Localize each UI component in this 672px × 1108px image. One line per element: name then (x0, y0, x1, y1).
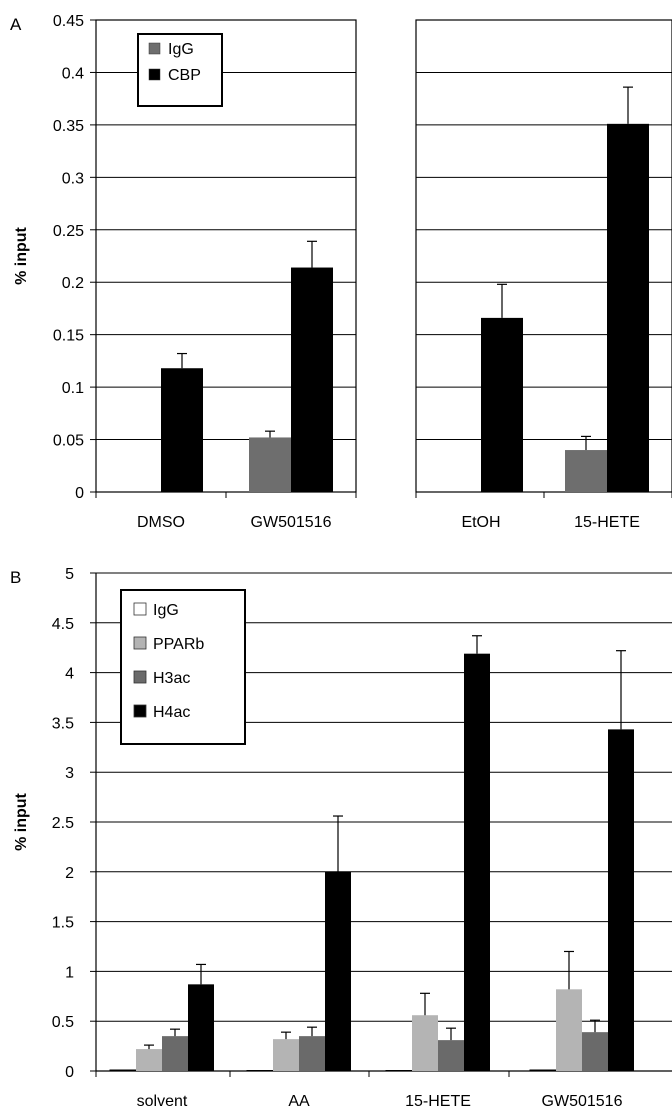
legend-box-b (120, 589, 246, 745)
x-tick-label-a: EtOH (461, 514, 500, 531)
panel-label-b: B (10, 568, 21, 587)
bar-h4ac-15-hete (464, 653, 490, 1071)
bar-h4ac-gw501516 (608, 729, 634, 1071)
y-tick-label-a: 0.3 (62, 170, 84, 187)
bar-igg-solvent (109, 1069, 137, 1072)
legend-a: IgG CBP (137, 33, 223, 107)
legend-swatch-h4ac (133, 704, 147, 718)
bar-pparb-solvent (136, 1049, 162, 1071)
y-tick-label-a: 0.35 (53, 118, 84, 135)
bar-igg-15-hete (565, 450, 607, 492)
bar-pparb-gw501516 (556, 989, 582, 1071)
y-tick-label-a: 0.2 (62, 275, 84, 292)
panel-b-chart: B 0 0.5 1 1.5 2 2.5 3 3.5 4 4.5 5 % input solvent AA 15… (10, 566, 672, 1108)
legend-swatch-h3ac (133, 670, 147, 684)
bar-cbp-gw501516 (291, 267, 333, 492)
x-tick-label-b: GW501516 (542, 1093, 623, 1108)
y-tick-label-b: 5 (65, 566, 74, 583)
y-tick-label-b: 1 (65, 964, 74, 981)
y-tick-label-b: 2.5 (52, 815, 74, 832)
y-tick-label-a: 0.15 (53, 328, 84, 345)
legend-label-h3ac: H3ac (153, 670, 190, 687)
bar-igg-gw501516 (529, 1069, 557, 1072)
x-tick-label-b: solvent (137, 1093, 188, 1108)
y-axis-label-b: % input (13, 792, 30, 850)
bar-pparb-15-hete (412, 1015, 438, 1071)
x-tick-label-b: AA (288, 1093, 310, 1108)
x-tick-label-a: 15-HETE (574, 514, 640, 531)
y-axis-label-a: % input (13, 226, 30, 284)
y-tick-label-a: 0.25 (53, 223, 84, 240)
legend-swatch-igg (133, 602, 147, 616)
y-tick-label-b: 0 (65, 1064, 74, 1081)
legend-label-igg: IgG (168, 41, 194, 58)
legend-swatch-cbp (148, 68, 161, 81)
legend-swatch-pparb (133, 636, 147, 650)
bar-pparb-aa (273, 1039, 299, 1071)
y-tick-label-a: 0.45 (53, 13, 84, 30)
bar-h3ac-15-hete (438, 1040, 464, 1071)
y-tick-label-b: 3 (65, 765, 74, 782)
y-tick-label-a: 0.05 (53, 433, 84, 450)
panel-a-chart: A 0 0.05 0.1 0.15 0.2 0.25 0.3 0.35 0.4 0.45 % inpu… (10, 13, 672, 531)
bar-h3ac-solvent (162, 1036, 188, 1071)
y-tick-label-b: 3.5 (52, 715, 74, 732)
bar-cbp-15-hete (607, 123, 649, 492)
legend-label-pparb: PPARb (153, 636, 204, 653)
panel-label-a: A (10, 15, 22, 34)
bar-h3ac-gw501516 (582, 1032, 608, 1071)
legend-label-cbp: CBP (168, 67, 201, 84)
bar-igg-gw501516 (249, 437, 291, 492)
legend-swatch-igg (148, 42, 161, 55)
bar-h4ac-solvent (188, 984, 214, 1071)
y-tick-label-b: 4 (65, 666, 74, 683)
legend-label-igg: IgG (153, 602, 179, 619)
y-tick-label-a: 0.4 (62, 65, 84, 82)
x-tick-label-a: DMSO (137, 514, 185, 531)
y-tick-label-a: 0 (75, 485, 84, 502)
y-tick-label-a: 0.1 (62, 380, 84, 397)
legend-b: IgG PPARb H3ac H4ac (120, 589, 246, 745)
bar-cbp-etoh (481, 317, 523, 492)
x-tick-label-a: GW501516 (251, 514, 332, 531)
y-tick-label-b: 0.5 (52, 1014, 74, 1031)
bar-cbp-dmso (161, 368, 203, 492)
y-tick-label-b: 4.5 (52, 616, 74, 633)
legend-label-h4ac: H4ac (153, 704, 190, 721)
y-tick-label-b: 2 (65, 865, 74, 882)
bar-h4ac-aa (325, 871, 351, 1071)
x-tick-label-b: 15-HETE (405, 1093, 471, 1108)
y-tick-label-b: 1.5 (52, 915, 74, 932)
bar-h3ac-aa (299, 1036, 325, 1071)
